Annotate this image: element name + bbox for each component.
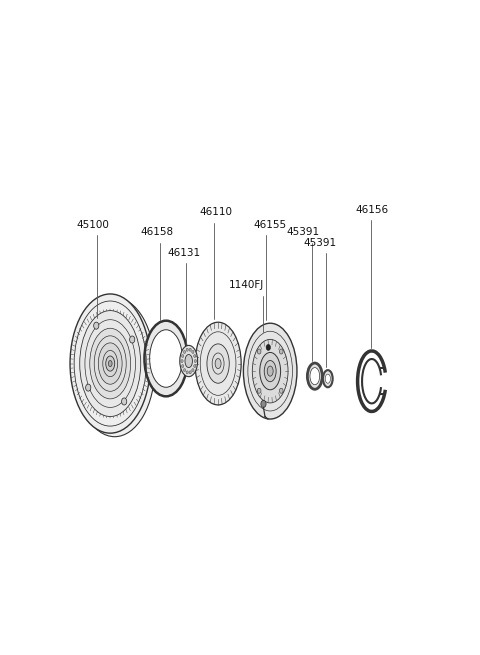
Circle shape — [266, 345, 271, 350]
Circle shape — [85, 384, 91, 391]
Text: 1140FJ: 1140FJ — [229, 280, 264, 332]
Text: 46155: 46155 — [253, 220, 287, 320]
Text: 45391: 45391 — [287, 227, 320, 361]
Ellipse shape — [180, 345, 198, 377]
Circle shape — [94, 322, 99, 329]
Ellipse shape — [310, 367, 320, 384]
Ellipse shape — [70, 294, 150, 433]
Circle shape — [186, 371, 188, 374]
Ellipse shape — [264, 360, 276, 382]
Circle shape — [257, 349, 261, 354]
Ellipse shape — [74, 297, 155, 437]
Circle shape — [186, 348, 188, 351]
Circle shape — [189, 371, 192, 374]
Ellipse shape — [307, 363, 322, 389]
Ellipse shape — [207, 344, 229, 383]
Ellipse shape — [90, 328, 131, 399]
Circle shape — [189, 348, 192, 351]
Circle shape — [192, 350, 194, 354]
Text: 45391: 45391 — [304, 238, 337, 367]
Text: 46110: 46110 — [200, 207, 232, 320]
Ellipse shape — [260, 352, 281, 390]
Circle shape — [193, 365, 196, 367]
Ellipse shape — [98, 343, 122, 384]
Ellipse shape — [323, 370, 333, 387]
Circle shape — [194, 360, 196, 363]
Circle shape — [279, 349, 283, 354]
Ellipse shape — [80, 310, 141, 417]
Circle shape — [130, 336, 135, 343]
Ellipse shape — [195, 322, 241, 405]
Ellipse shape — [185, 354, 192, 367]
Text: 46156: 46156 — [356, 205, 389, 348]
Ellipse shape — [215, 358, 221, 369]
Ellipse shape — [106, 356, 115, 371]
Circle shape — [279, 388, 283, 393]
Text: 46158: 46158 — [140, 227, 173, 320]
Ellipse shape — [108, 360, 112, 367]
Ellipse shape — [325, 374, 330, 383]
Text: 46131: 46131 — [168, 248, 201, 344]
Circle shape — [121, 398, 127, 405]
Circle shape — [183, 369, 186, 371]
Circle shape — [181, 365, 184, 367]
Ellipse shape — [144, 321, 188, 396]
Circle shape — [181, 360, 183, 363]
Ellipse shape — [252, 339, 288, 403]
Circle shape — [192, 369, 194, 371]
Circle shape — [193, 354, 196, 358]
Circle shape — [257, 388, 261, 393]
Circle shape — [261, 400, 266, 407]
Circle shape — [181, 354, 184, 358]
Ellipse shape — [267, 366, 273, 376]
Ellipse shape — [150, 329, 182, 387]
Ellipse shape — [243, 323, 297, 419]
Circle shape — [183, 350, 186, 354]
Text: 45100: 45100 — [77, 220, 109, 318]
